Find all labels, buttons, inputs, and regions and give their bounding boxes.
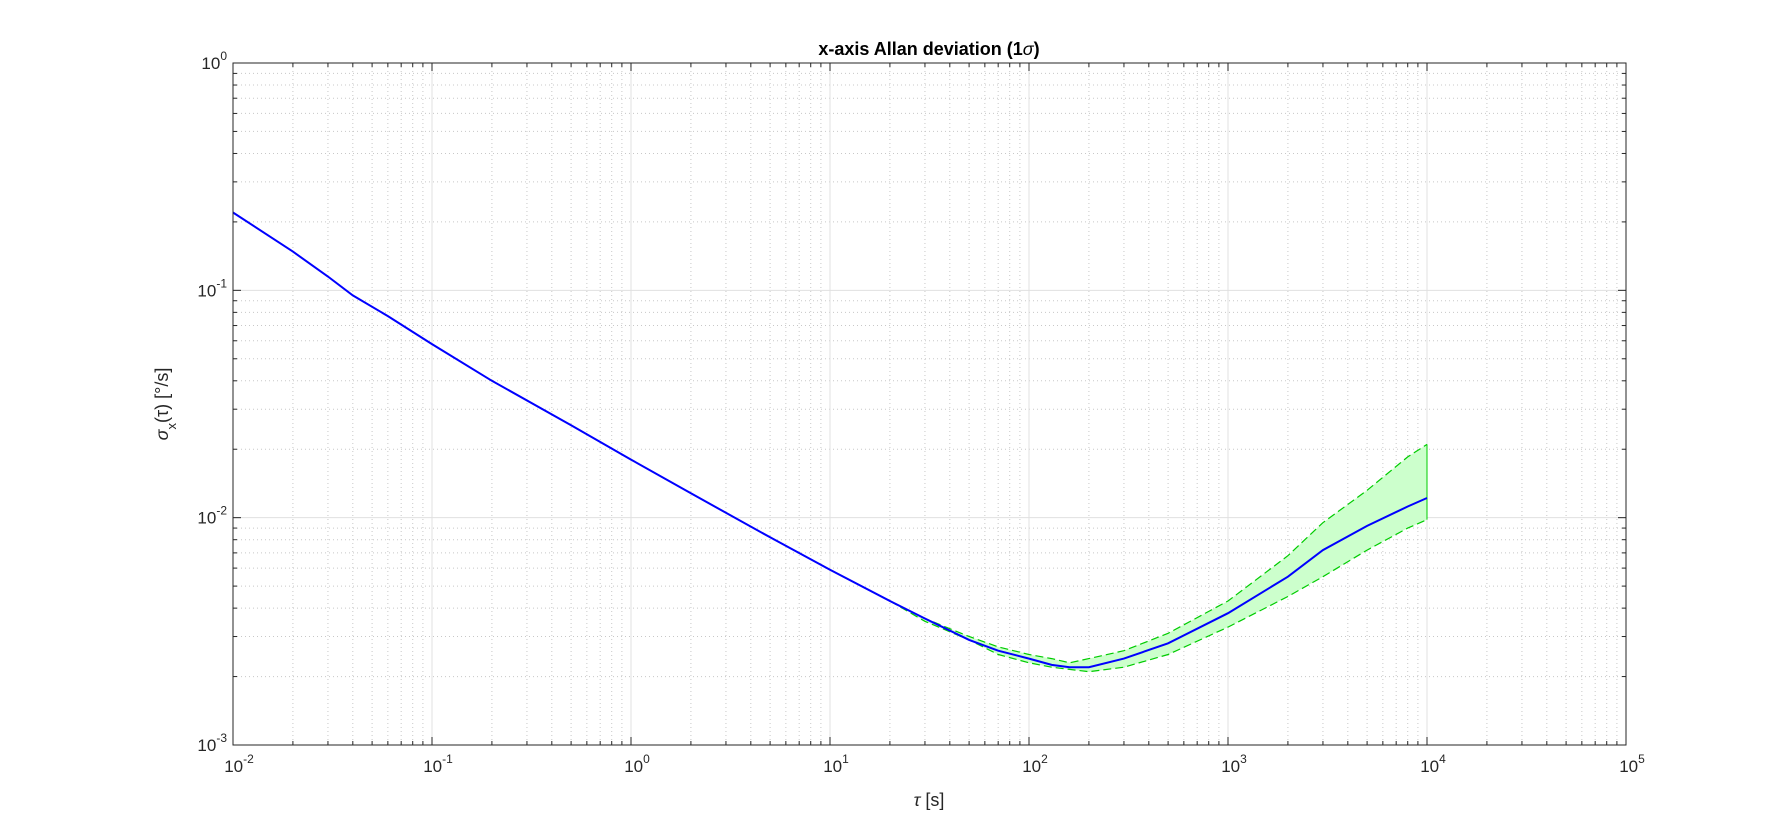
series-lines [232, 211, 1428, 673]
axes-box [232, 62, 1627, 746]
chart-title: x-axis Allan deviation (1σ) [818, 39, 1039, 59]
y-tick-label: 100 [201, 49, 227, 73]
grid-lines [232, 62, 1627, 746]
confidence-band [889, 444, 1428, 672]
x-tick-label: 10-1 [423, 752, 453, 776]
x-tick-label: 101 [823, 752, 849, 776]
x-tick-label: 105 [1619, 752, 1645, 776]
upper-bound-line [889, 443, 1428, 664]
x-tick-label: 103 [1221, 752, 1247, 776]
x-axis-label: τ [s] [914, 790, 945, 810]
allan-deviation-line [232, 211, 1428, 669]
confidence-band-fill [889, 444, 1427, 672]
y-tick-label: 10-3 [197, 731, 227, 755]
lower-bound-line [889, 519, 1428, 673]
plot-area [233, 63, 1626, 745]
y-tick-label: 10-2 [197, 504, 227, 528]
y-tick-label: 10-1 [197, 276, 227, 300]
y-axis-label: σx(τ) [°/s] [152, 368, 179, 441]
x-tick-label: 104 [1420, 752, 1446, 776]
x-tick-label: 10-2 [224, 752, 254, 776]
x-tick-label: 100 [624, 752, 650, 776]
tick-labels: 10-2 10-1 100 101 102 103 104 10510-310-210-110… [197, 49, 1645, 776]
axes [232, 62, 1627, 746]
x-tick-label: 102 [1022, 752, 1048, 776]
